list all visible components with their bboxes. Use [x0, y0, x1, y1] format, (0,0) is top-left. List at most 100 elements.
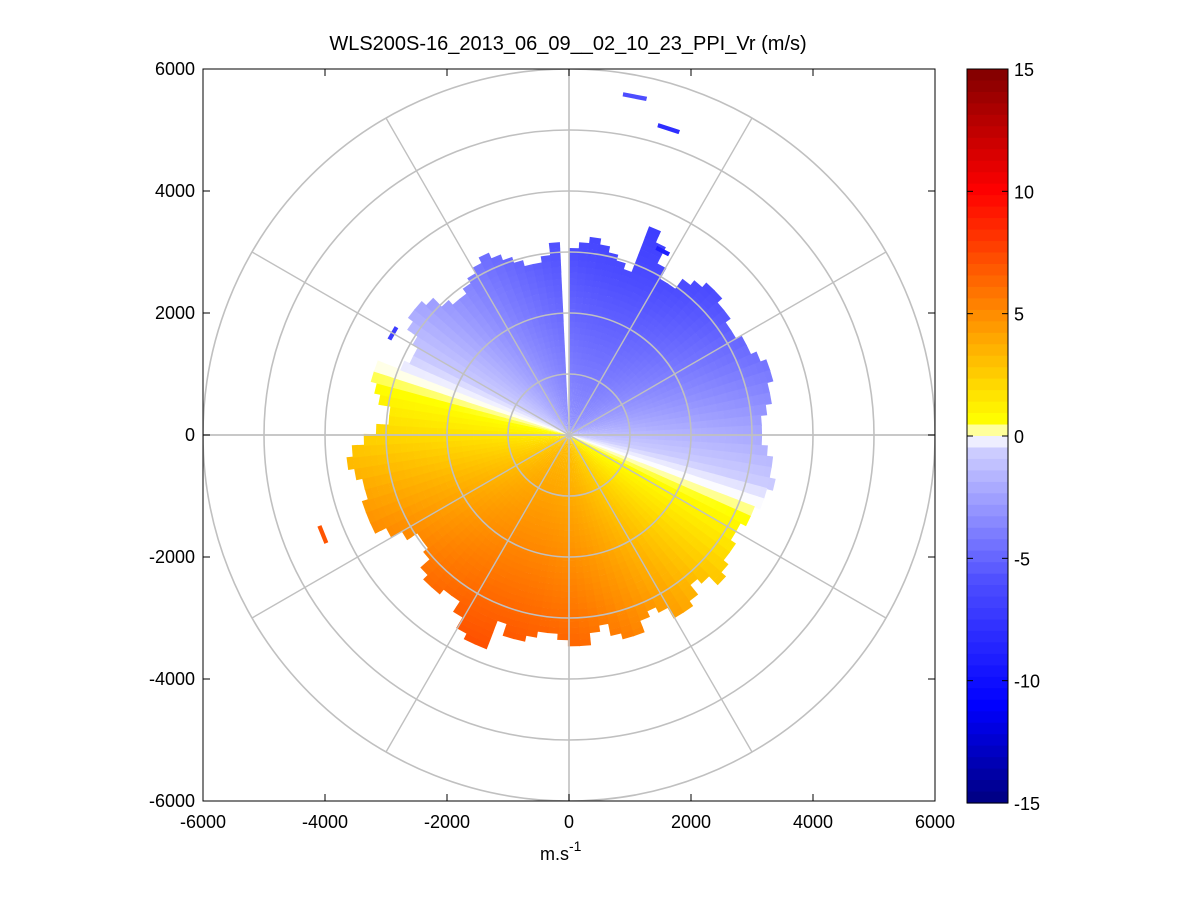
- range-gate: [578, 447, 583, 454]
- range-gate: [698, 287, 711, 300]
- range-gate: [632, 420, 640, 426]
- range-gate: [576, 590, 586, 598]
- range-gate: [489, 275, 502, 285]
- range-gate: [598, 403, 606, 410]
- range-gate: [556, 376, 562, 384]
- range-gate: [600, 458, 607, 465]
- range-gate: [412, 312, 425, 326]
- range-gate: [410, 392, 419, 403]
- range-gate: [400, 434, 407, 444]
- range-gate: [635, 605, 648, 616]
- range-gate: [530, 568, 541, 577]
- range-gate: [547, 297, 556, 305]
- range-gate: [594, 472, 600, 480]
- range-gate: [589, 569, 599, 578]
- range-gate: [575, 572, 585, 580]
- range-gate: [696, 462, 705, 472]
- range-gate: [576, 425, 583, 430]
- colorbar-swatch: [967, 653, 1008, 666]
- range-gate: [456, 303, 468, 315]
- range-gate: [575, 297, 585, 304]
- range-gate: [543, 453, 550, 460]
- range-gate: [680, 410, 688, 418]
- range-gate: [473, 439, 481, 445]
- range-gate: [498, 444, 506, 450]
- range-gate: [576, 440, 583, 445]
- range-gate: [678, 294, 691, 306]
- range-gate: [553, 459, 558, 467]
- range-gate: [459, 399, 468, 408]
- range-gate: [402, 399, 411, 410]
- range-gate: [559, 449, 564, 456]
- range-gate: [754, 414, 762, 427]
- range-gate: [601, 366, 608, 374]
- range-gate: [522, 408, 529, 414]
- range-gate: [763, 392, 772, 405]
- range-gate: [598, 371, 605, 380]
- range-gate: [607, 445, 615, 450]
- range-gate: [435, 468, 444, 478]
- colorbar-swatch: [967, 516, 1008, 529]
- range-gate: [589, 236, 602, 245]
- range-gate: [491, 430, 499, 435]
- range-gate: [695, 339, 706, 351]
- range-gate: [634, 456, 643, 463]
- range-gate: [665, 401, 674, 410]
- range-gate: [397, 369, 407, 382]
- range-gate: [578, 430, 585, 433]
- range-gate: [558, 449, 563, 456]
- range-gate: [593, 446, 601, 451]
- range-gate: [547, 430, 554, 433]
- range-gate: [597, 477, 604, 485]
- range-gate: [558, 401, 562, 409]
- range-gate: [523, 420, 531, 425]
- range-gate: [619, 461, 627, 468]
- range-gate: [571, 437, 577, 443]
- range-gate: [396, 460, 405, 472]
- range-gate: [572, 450, 575, 457]
- range-gate: [694, 469, 703, 479]
- range-gate: [492, 396, 501, 404]
- colorbar-tick-label: 15: [1014, 60, 1034, 80]
- range-gate: [586, 399, 592, 407]
- range-gate: [571, 406, 574, 414]
- range-gate: [573, 420, 577, 427]
- range-gate: [535, 440, 542, 444]
- range-gate: [530, 445, 538, 450]
- range-gate: [623, 376, 632, 384]
- range-gate: [603, 464, 610, 471]
- range-gate: [491, 426, 499, 432]
- range-gate: [511, 419, 519, 425]
- range-gate: [561, 428, 567, 433]
- range-gate: [437, 475, 446, 485]
- range-gate: [702, 496, 712, 507]
- range-gate: [419, 449, 427, 459]
- range-gate: [654, 453, 663, 461]
- range-gate: [600, 405, 607, 412]
- range-gate: [518, 583, 529, 592]
- range-gate: [584, 429, 591, 432]
- range-gate: [571, 419, 575, 426]
- range-gate: [571, 419, 574, 426]
- range-gate: [523, 565, 534, 575]
- range-gate: [534, 364, 541, 372]
- range-gate: [642, 237, 656, 249]
- range-gate: [572, 432, 579, 435]
- range-gate: [587, 386, 594, 394]
- range-gate: [749, 473, 758, 486]
- range-gate: [571, 427, 577, 433]
- range-gate: [697, 366, 707, 378]
- range-gate: [688, 394, 697, 404]
- range-gate: [553, 437, 560, 440]
- range-gate: [719, 467, 728, 478]
- range-gate: [577, 620, 590, 628]
- range-gate: [486, 421, 494, 427]
- range-gate: [548, 242, 561, 250]
- range-gate: [676, 464, 685, 473]
- range-gate: [613, 444, 621, 449]
- range-gate: [581, 412, 587, 418]
- range-gate: [577, 346, 584, 354]
- range-gate: [479, 429, 487, 435]
- range-gate: [639, 426, 647, 432]
- range-gate: [578, 254, 589, 262]
